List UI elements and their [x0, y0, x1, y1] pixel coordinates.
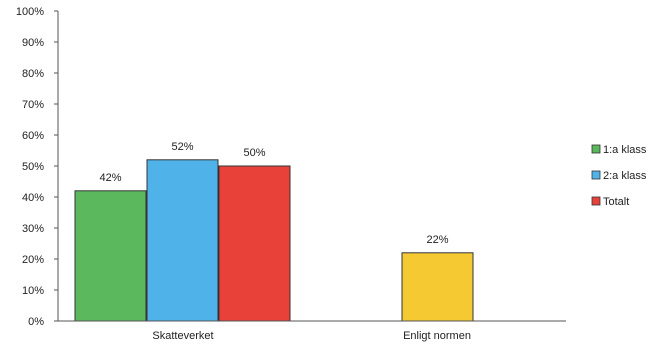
bar	[401, 252, 474, 322]
legend-label: 1:a klass	[603, 144, 647, 156]
bar	[74, 190, 147, 322]
x-axis: Skatteverket Enligt normen	[58, 320, 566, 342]
bar-data-label: 52%	[171, 141, 193, 153]
y-tick-label: 10%	[22, 285, 44, 297]
y-tick-label: 30%	[22, 223, 44, 235]
y-tick-label: 40%	[22, 192, 44, 204]
bar-data-label: 22%	[426, 234, 448, 246]
bar	[146, 159, 219, 322]
x-category-label: Skatteverket	[152, 330, 213, 342]
legend-label: 2:a klass	[603, 170, 647, 182]
y-tick-label: 70%	[22, 99, 44, 111]
x-category-label: Enligt normen	[403, 330, 471, 342]
y-tick-label: 90%	[22, 37, 44, 49]
legend-swatch	[591, 196, 601, 206]
y-tick-label: 80%	[22, 68, 44, 80]
y-axis: 0% 10% 20% 30% 40% 50% 60% 70% 80% 90% 100%	[16, 6, 59, 328]
y-tick-label: 100%	[16, 6, 44, 18]
y-tick-label: 50%	[22, 161, 44, 173]
bar-data-label: 42%	[99, 172, 121, 184]
legend-swatch	[591, 170, 601, 180]
legend-swatch	[591, 144, 601, 154]
legend: 1:a klass 2:a klass Totalt	[591, 144, 647, 208]
y-tick-label: 60%	[22, 130, 44, 142]
legend-label: Totalt	[603, 196, 629, 208]
bar-data-label: 50%	[243, 147, 265, 159]
bars: 42% 52% 50% 22%	[74, 141, 474, 322]
y-tick-label: 20%	[22, 254, 44, 266]
bar	[218, 165, 291, 322]
y-tick-label: 0%	[28, 316, 44, 328]
